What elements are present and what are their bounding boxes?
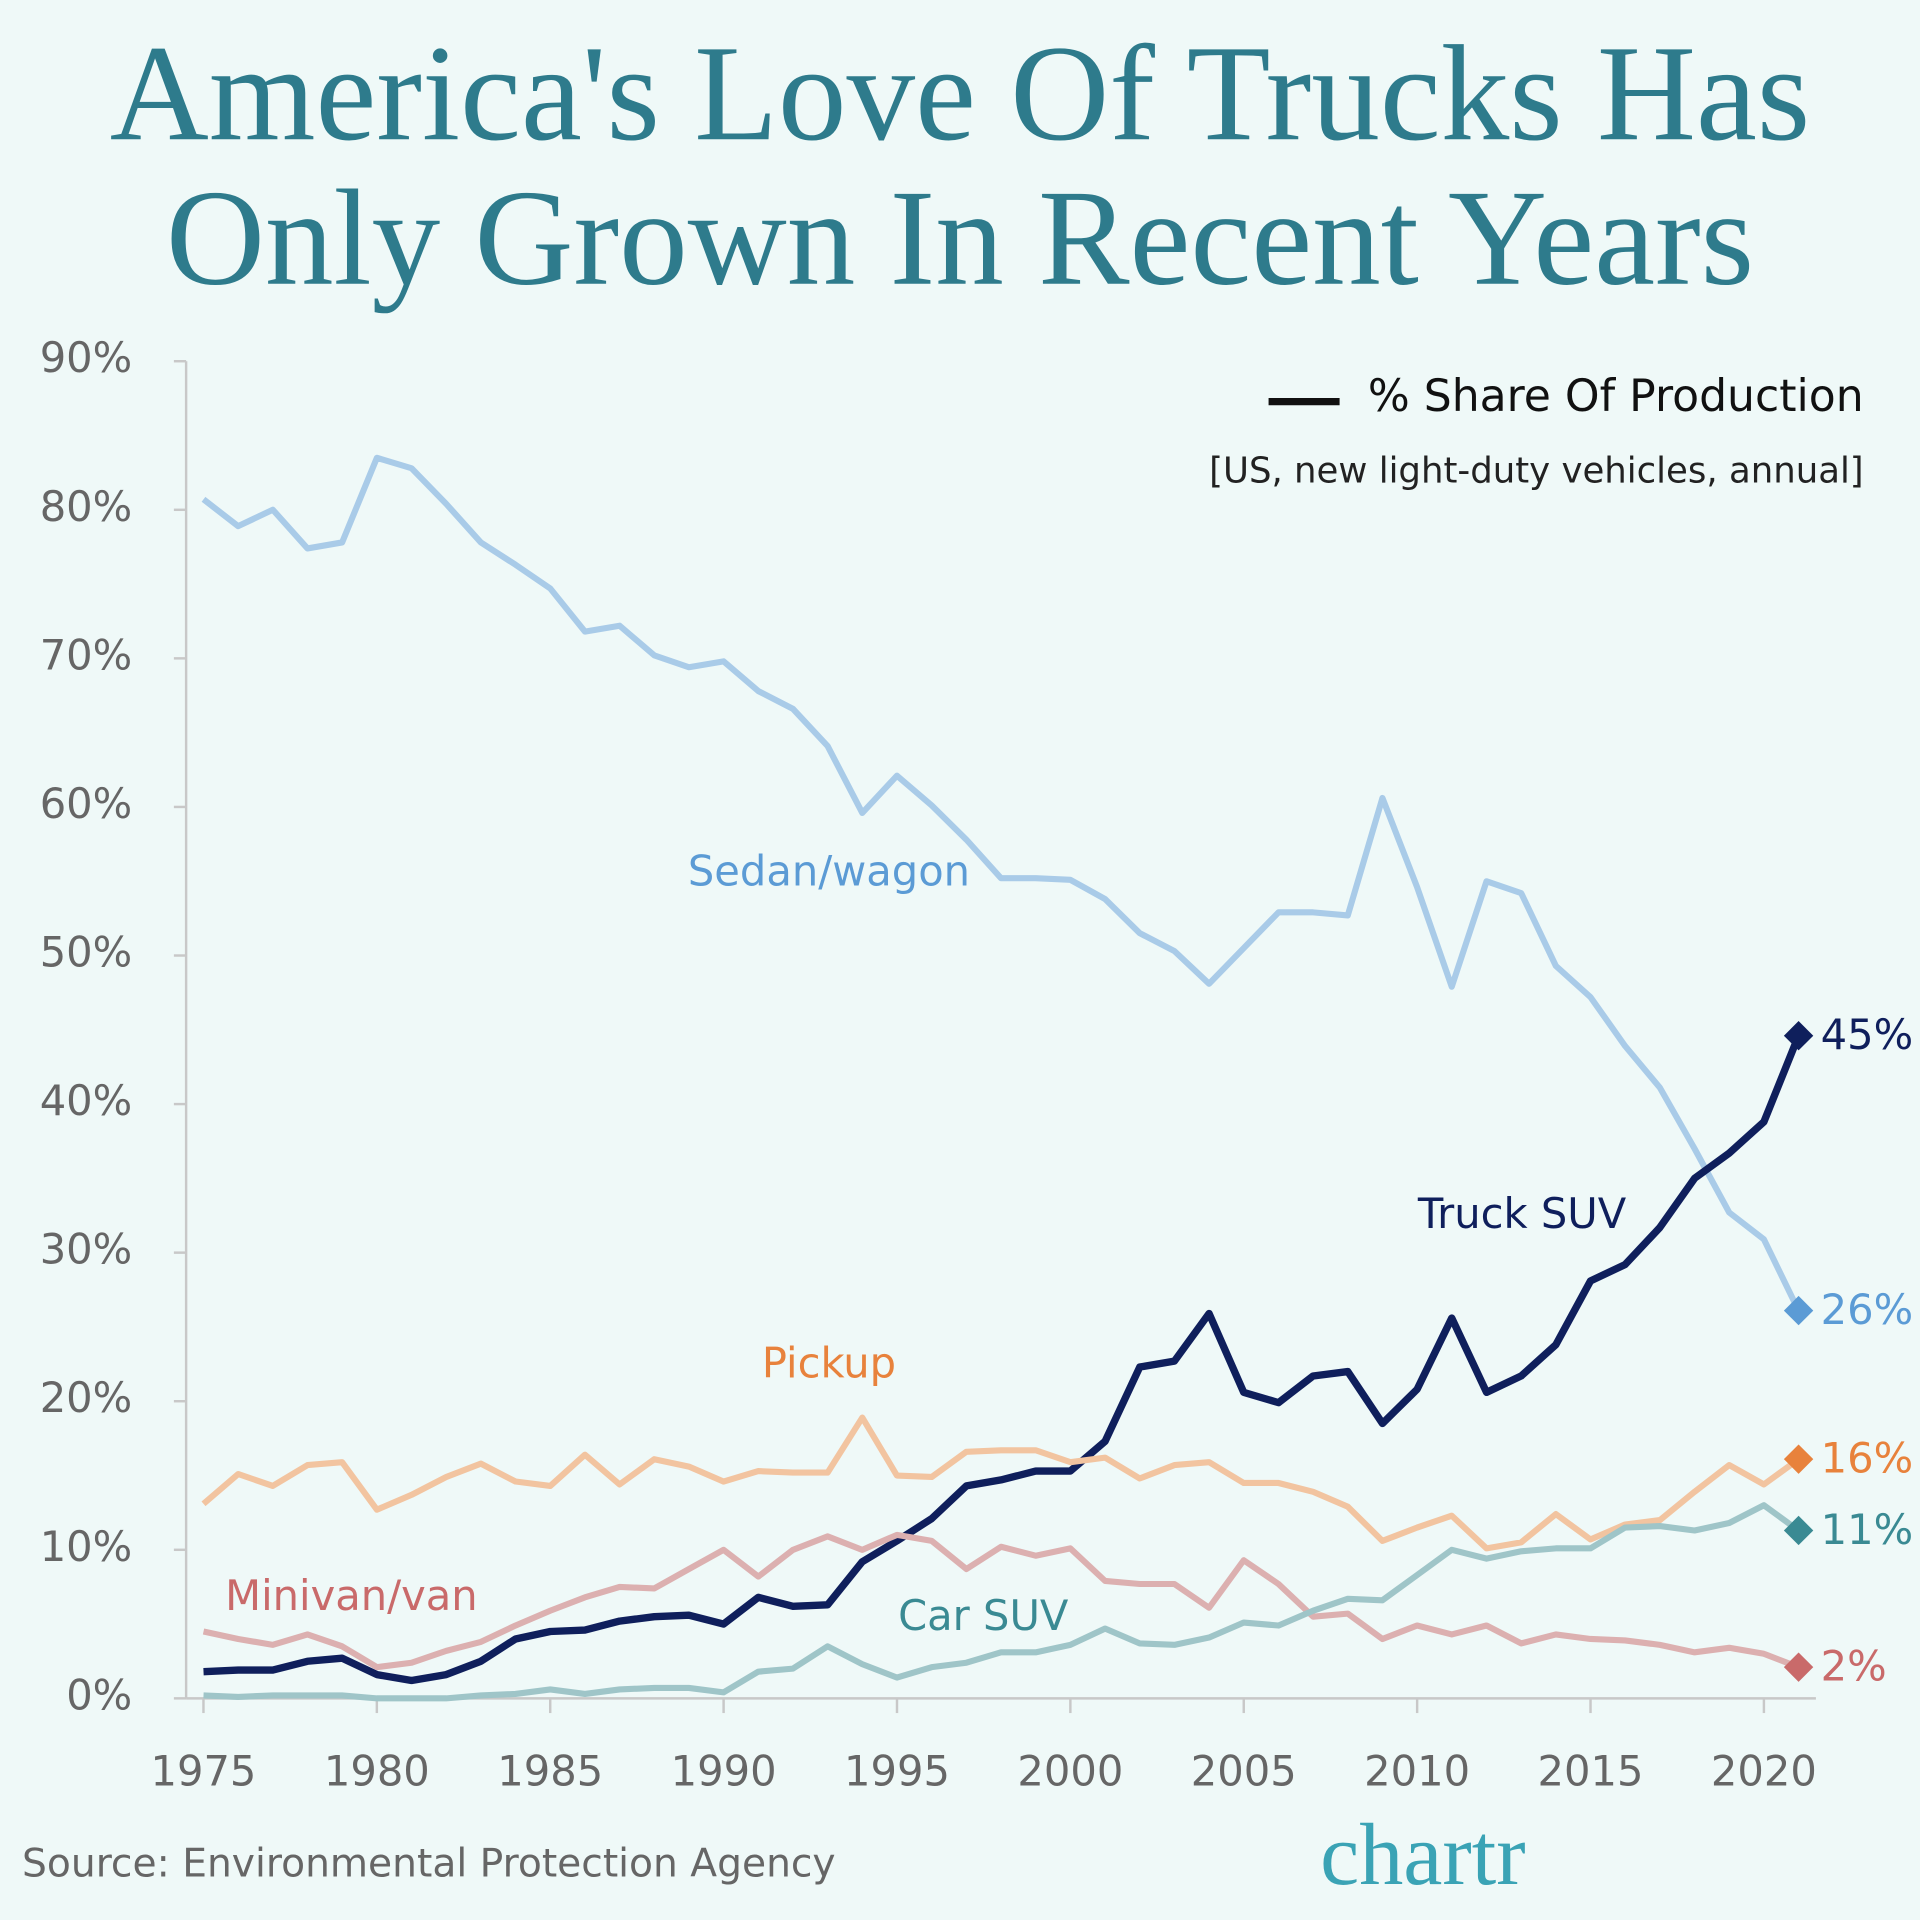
series-label: Truck SUV [1417, 1189, 1627, 1238]
series-line [201, 1414, 1801, 1552]
series-line [203, 1034, 1802, 1685]
x-tick-label: 2005 [1191, 1746, 1297, 1795]
series-label: Car SUV [898, 1591, 1069, 1640]
end-marker [1783, 1021, 1814, 1051]
value-label: 2% [1821, 1642, 1887, 1691]
y-tick-label: 60% [40, 779, 133, 828]
series-label: Minivan/van [225, 1571, 478, 1620]
x-tick-label: 2020 [1711, 1746, 1817, 1795]
y-tick-label: 10% [40, 1522, 133, 1571]
x-tick-label: 2015 [1538, 1746, 1644, 1795]
series-line [201, 454, 1802, 1312]
y-tick-label: 20% [40, 1373, 133, 1422]
value-label: 45% [1821, 1010, 1914, 1059]
end-marker [1783, 1444, 1814, 1474]
series-label: Pickup [762, 1339, 896, 1388]
series-label: Sedan/wagon [688, 846, 970, 895]
x-tick-label: 2000 [1017, 1746, 1123, 1795]
y-tick-label: 70% [40, 630, 133, 679]
series-line [202, 1531, 1800, 1671]
end-marker [1783, 1515, 1814, 1546]
value-label: 26% [1821, 1285, 1914, 1334]
source: Source: Environmental Protection Agency [22, 1842, 836, 1887]
chart-title: America's Love Of Trucks Has [110, 17, 1810, 169]
logo: chartr [1320, 1806, 1526, 1904]
x-tick-label: 1980 [324, 1746, 430, 1795]
series-line [203, 1502, 1801, 1702]
subtitle: [US, new light-duty vehicles, annual] [1209, 451, 1864, 492]
value-label: 11% [1821, 1505, 1914, 1554]
y-tick-label: 90% [40, 333, 133, 382]
x-tick-label: 1995 [844, 1746, 950, 1795]
y-tick-label: 80% [40, 482, 133, 531]
y-tick-label: 30% [40, 1225, 133, 1274]
y-tick-label: 0% [66, 1670, 132, 1719]
x-tick-label: 1985 [497, 1746, 603, 1795]
legend-label: % Share Of Production [1368, 371, 1864, 422]
x-tick-label: 1975 [150, 1746, 256, 1795]
value-label: 16% [1821, 1434, 1914, 1483]
y-tick-label: 40% [40, 1076, 133, 1125]
x-tick-label: 2010 [1364, 1746, 1470, 1795]
x-tick-label: 1990 [671, 1746, 777, 1795]
y-tick-label: 50% [40, 928, 133, 977]
chart-title: Only Grown In Recent Years [166, 162, 1754, 314]
end-marker [1783, 1652, 1814, 1682]
end-marker [1783, 1295, 1814, 1326]
